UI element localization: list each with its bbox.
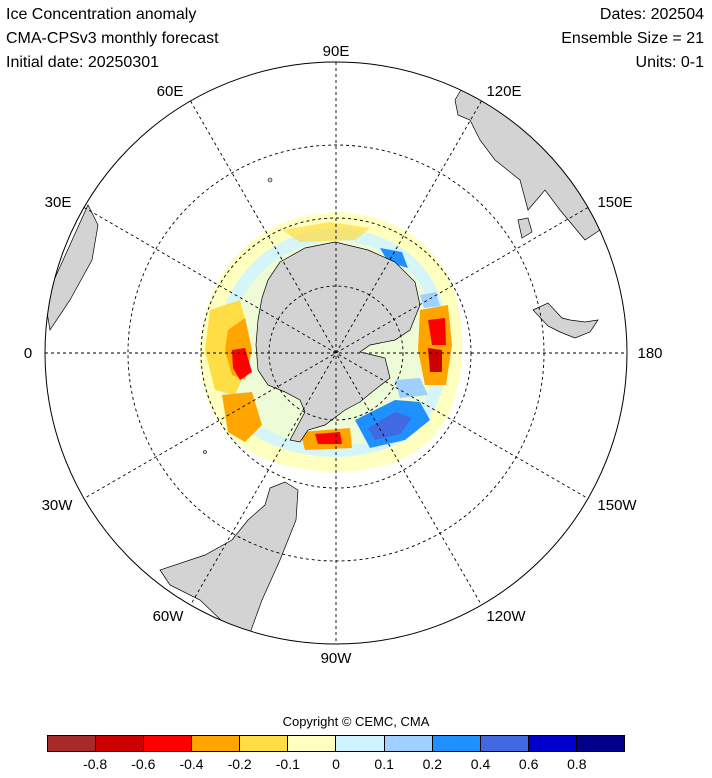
polar-map: 90E 120E 150E 180 150W 120W 90W 60W 30W … (24, 43, 663, 667)
lon-label-180: 180 (637, 345, 662, 362)
colorbar-tick-label: -0.2 (227, 756, 252, 772)
africa-landmass (45, 204, 99, 331)
colorbar-segment (432, 736, 481, 751)
lon-label-90w: 90W (321, 650, 353, 667)
ensemble-size: Ensemble Size = 21 (561, 30, 704, 47)
anomaly-red-patch (315, 432, 342, 444)
south-america-landmass (159, 481, 299, 644)
island (203, 450, 207, 454)
colorbar-segment (144, 736, 193, 751)
anomaly-yellow-patch (282, 222, 370, 242)
colorbar-segment (96, 736, 145, 751)
lon-label-150w: 150W (597, 497, 637, 514)
anomaly-orange-patch (222, 392, 262, 442)
units-label: Units: 0-1 (635, 54, 704, 71)
colorbar-tick-label: -0.4 (179, 756, 204, 772)
map-subtitle: CMA-CPSv3 monthly forecast (6, 30, 219, 47)
lon-label-0: 0 (24, 345, 32, 362)
new-zealand-landmass (532, 302, 599, 339)
colorbar-tick-label: 0.2 (422, 756, 443, 772)
colorbar-tick-label: 0.4 (470, 756, 491, 772)
antarctica-landmass (255, 241, 421, 443)
colorbar-tick-label: 0.8 (567, 756, 587, 772)
colorbar-segment (336, 736, 385, 751)
colorbar-segment (240, 736, 289, 751)
colorbar-segment (480, 736, 529, 751)
colorbar-segment (528, 736, 577, 751)
colorbar-segment (384, 736, 433, 751)
colorbar-tick-label: 0.6 (518, 756, 539, 772)
colorbar-segment (288, 736, 337, 751)
initial-date: Initial date: 20250301 (6, 54, 160, 71)
tasmania-landmass (517, 217, 533, 239)
map-title: Ice Concentration anomaly (6, 6, 197, 23)
anomaly-blue-patch (380, 248, 408, 268)
lon-label-120e: 120E (486, 83, 521, 100)
anomaly-dark-red-patch (428, 348, 442, 372)
lon-label-90e: 90E (323, 43, 350, 60)
colorbar-tick-label: -0.1 (275, 756, 300, 772)
lon-label-60e: 60E (157, 83, 184, 100)
anomaly-light-blue-patch (395, 378, 428, 398)
lon-label-30e: 30E (45, 194, 72, 211)
forecast-dates: Dates: 202504 (599, 6, 704, 23)
anomaly-royal-blue-patch (368, 412, 412, 440)
colorbar-segment (192, 736, 241, 751)
anomaly-red-patch (232, 348, 252, 380)
lon-label-120w: 120W (486, 608, 526, 625)
colorbar-segment (48, 736, 97, 751)
lon-label-60w: 60W (153, 608, 185, 625)
colorbar (47, 735, 625, 752)
meridian-line (83, 207, 589, 499)
lon-label-150e: 150E (597, 194, 632, 211)
colorbar-tick-label: 0 (332, 756, 340, 772)
island (267, 177, 273, 183)
map-border (44, 61, 628, 645)
anomaly-red-patch (428, 318, 446, 345)
colorbar-tick-label: -0.8 (83, 756, 108, 772)
colorbar-segment (576, 736, 624, 751)
colorbar-tick-label: -0.6 (131, 756, 156, 772)
lon-label-30w: 30W (42, 497, 74, 514)
colorbar-tick-label: 0.1 (374, 756, 394, 772)
copyright-notice: Copyright © CEMC, CMA (282, 714, 430, 729)
graticule (45, 62, 627, 644)
